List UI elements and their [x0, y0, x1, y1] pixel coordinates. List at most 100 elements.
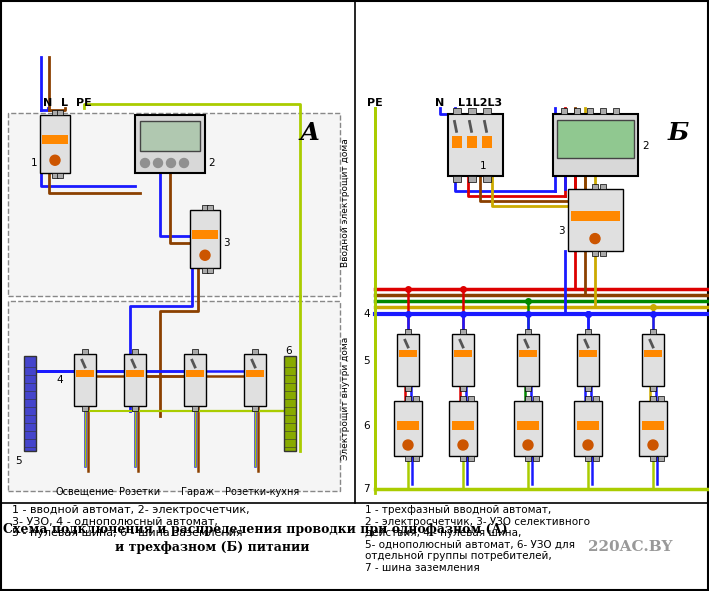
Text: N: N [43, 98, 52, 108]
Bar [574, 401, 602, 456]
Bar [42, 135, 68, 144]
Circle shape [590, 233, 600, 243]
Bar [517, 421, 539, 430]
Bar [600, 184, 606, 189]
Bar [586, 108, 593, 114]
Bar [642, 334, 664, 386]
Text: 3: 3 [559, 226, 565, 236]
Bar [452, 108, 461, 114]
Bar [52, 110, 58, 115]
Bar [126, 369, 144, 378]
Bar [642, 421, 664, 430]
Circle shape [50, 155, 60, 165]
Bar [460, 386, 466, 391]
Text: 220AC.BY: 220AC.BY [588, 540, 672, 554]
Bar [413, 396, 419, 401]
Bar [613, 108, 618, 114]
Bar [252, 349, 258, 354]
Bar [658, 396, 664, 401]
Bar [246, 369, 264, 378]
Bar [525, 329, 531, 334]
Text: 1: 1 [480, 161, 486, 171]
Text: Б: Б [667, 121, 688, 145]
Bar [525, 386, 531, 391]
Bar [192, 406, 198, 411]
Bar [483, 108, 491, 114]
Bar [467, 108, 476, 114]
Bar [202, 205, 208, 210]
Bar [467, 176, 476, 182]
Bar [452, 176, 461, 182]
Bar [452, 136, 462, 148]
Bar [460, 456, 466, 461]
Bar [577, 334, 599, 386]
Text: 6: 6 [364, 421, 370, 431]
Bar [593, 456, 599, 461]
Bar [525, 396, 531, 401]
Bar [244, 354, 266, 406]
Bar [481, 136, 491, 148]
Bar [460, 396, 466, 401]
Bar [567, 189, 623, 251]
Circle shape [458, 440, 468, 450]
Circle shape [200, 250, 210, 260]
Text: PE: PE [367, 98, 383, 108]
Bar [468, 396, 474, 401]
Bar [467, 136, 476, 148]
Text: L: L [62, 98, 69, 108]
Bar [600, 251, 606, 256]
Bar [517, 334, 539, 386]
Bar [449, 401, 477, 456]
Bar [252, 406, 258, 411]
Bar [483, 176, 491, 182]
Bar [82, 406, 88, 411]
Text: N: N [435, 98, 445, 108]
Bar [57, 110, 63, 115]
Bar [405, 329, 411, 334]
Text: 1 - трехфазный вводной автомат,
2 - электросчетчик, 3- УЗО селективного
действия: 1 - трехфазный вводной автомат, 2 - элек… [365, 505, 590, 573]
Bar [57, 173, 63, 178]
Text: и трехфазном (Б) питании: и трехфазном (Б) питании [116, 541, 310, 554]
Bar [184, 354, 206, 406]
Bar [533, 396, 539, 401]
Text: 1 - вводной автомат, 2- электросчетчик,
3- УЗО, 4 - однополюсный автомат,
5 - ну: 1 - вводной автомат, 2- электросчетчик, … [12, 505, 250, 538]
Bar [140, 121, 200, 151]
Circle shape [154, 158, 162, 167]
Bar [644, 350, 662, 358]
Text: 2: 2 [642, 141, 649, 151]
Bar [284, 356, 296, 451]
Text: 5: 5 [16, 456, 22, 466]
Bar [202, 268, 208, 273]
Bar [76, 369, 94, 378]
Bar [132, 349, 138, 354]
Bar [454, 350, 472, 358]
Bar [447, 114, 503, 176]
Circle shape [140, 158, 150, 167]
Bar [397, 421, 419, 430]
Bar [468, 456, 474, 461]
Bar [460, 329, 466, 334]
Text: 4: 4 [57, 375, 63, 385]
Bar [561, 108, 566, 114]
Bar [585, 456, 591, 461]
Bar [514, 401, 542, 456]
Text: L1L2L3: L1L2L3 [458, 98, 502, 108]
Bar [533, 456, 539, 461]
Bar [207, 268, 213, 273]
Bar [207, 205, 213, 210]
Text: Электрощит внутри дома: Электрощит внутри дома [342, 336, 350, 460]
Bar [585, 329, 591, 334]
Text: Розетки: Розетки [119, 487, 160, 497]
Bar [394, 401, 422, 456]
Text: 5: 5 [364, 356, 370, 366]
Text: 6: 6 [285, 346, 291, 356]
Text: Вводной электрощит дома: Вводной электрощит дома [342, 139, 350, 267]
Bar [592, 184, 598, 189]
Bar [74, 354, 96, 406]
Text: А: А [300, 121, 320, 145]
Bar [593, 396, 599, 401]
Bar [413, 456, 419, 461]
Bar [405, 386, 411, 391]
Bar [192, 349, 198, 354]
Bar [24, 356, 36, 451]
